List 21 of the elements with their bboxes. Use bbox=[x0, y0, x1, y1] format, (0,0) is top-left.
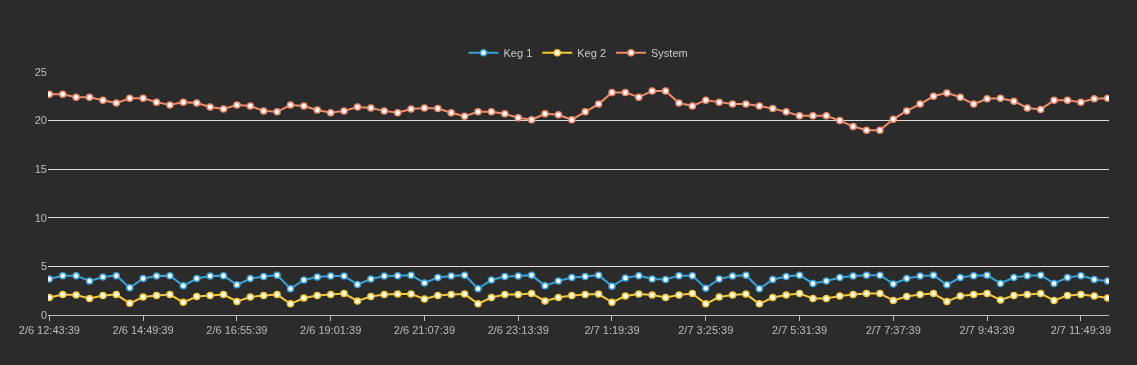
legend-label: System bbox=[651, 46, 688, 59]
x-tick-label: 2/6 23:13:39 bbox=[487, 324, 549, 337]
legend-label: Keg 1 bbox=[503, 46, 533, 59]
y-tick-label: 10 bbox=[34, 211, 47, 224]
x-tick-label: 2/7 1:19:39 bbox=[584, 324, 640, 337]
y-tick-label: 25 bbox=[34, 65, 47, 78]
x-tick-label: 2/7 11:49:39 bbox=[1050, 324, 1112, 337]
legend-label: Keg 2 bbox=[577, 46, 606, 59]
y-tick-label: 15 bbox=[34, 163, 47, 176]
x-tick-label: 2/6 12:43:39 bbox=[18, 324, 80, 337]
x-tick-label: 2/7 9:43:39 bbox=[959, 324, 1015, 337]
x-tick-label: 2/6 21:07:39 bbox=[393, 324, 456, 337]
x-tick-label: 2/6 19:01:39 bbox=[300, 324, 362, 337]
y-tick-label: 0 bbox=[40, 308, 47, 321]
x-tick-label: 2/6 14:49:39 bbox=[112, 324, 174, 337]
x-tick-label: 2/7 5:31:39 bbox=[772, 324, 828, 337]
x-tick-label: 2/6 16:55:39 bbox=[206, 324, 268, 337]
x-tick-label: 2/7 3:25:39 bbox=[678, 324, 734, 337]
y-tick-label: 20 bbox=[34, 114, 47, 127]
y-tick-label: 5 bbox=[40, 260, 47, 273]
x-tick-label: 2/7 7:37:39 bbox=[865, 324, 921, 337]
